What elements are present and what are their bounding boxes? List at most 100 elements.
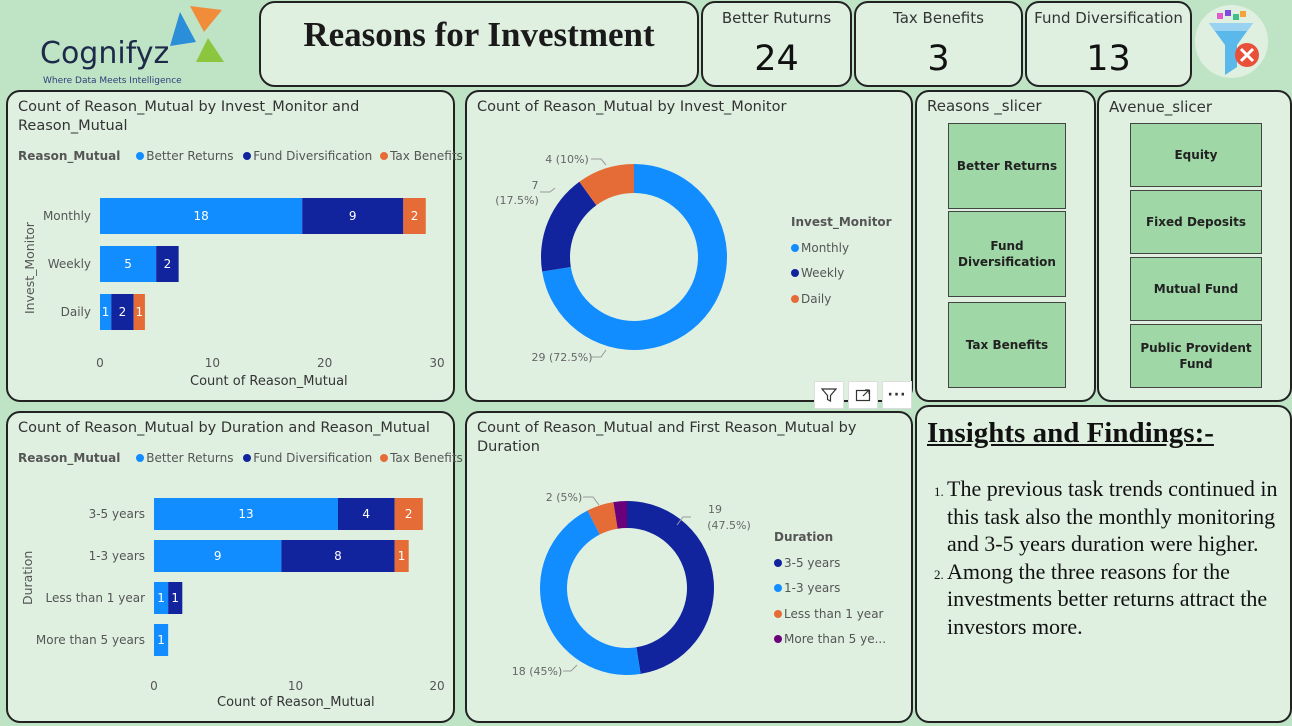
data-label: 7 bbox=[532, 179, 539, 192]
data-label: 19 bbox=[708, 503, 722, 516]
data-label: 1 bbox=[398, 549, 406, 563]
bar-segment bbox=[100, 198, 303, 234]
kpi-label: Fund Diversification bbox=[1034, 9, 1183, 27]
x-tick-label: 0 bbox=[150, 679, 158, 693]
legend-item-weekly[interactable]: Weekly bbox=[791, 261, 892, 287]
leader-line bbox=[591, 349, 607, 358]
x-axis-label: Count of Reason_Mutual bbox=[217, 695, 375, 710]
data-label: 2 bbox=[164, 257, 172, 271]
data-label: 18 bbox=[193, 209, 208, 223]
data-label: 29 (72.5%) bbox=[531, 351, 592, 364]
legend-item-monthly[interactable]: Monthly bbox=[791, 236, 892, 262]
donut-slice bbox=[587, 502, 618, 535]
leader-line bbox=[676, 516, 691, 526]
insights-title: Insights and Findings:- bbox=[927, 417, 1214, 449]
donut-slice bbox=[579, 164, 634, 206]
logo: Cognifyz Where Data Meets Intelligence bbox=[8, 2, 253, 86]
clear-filters-button[interactable] bbox=[1195, 5, 1268, 78]
chart-title: Count of Reason_Mutual by Invest_Monitor bbox=[477, 99, 787, 115]
legend-item[interactable]: Tax Benefits bbox=[390, 149, 463, 163]
legend-dot bbox=[380, 152, 389, 160]
legend-title: Duration bbox=[774, 530, 834, 544]
bar-segment bbox=[133, 294, 145, 330]
bar-segment bbox=[111, 294, 134, 330]
slicer-item-public-provident-fund[interactable]: Public Provident Fund bbox=[1130, 324, 1262, 388]
legend-item-more-than-5-years[interactable]: More than 5 ye... bbox=[774, 627, 886, 653]
insights-card: Insights and Findings:- The previous tas… bbox=[915, 405, 1292, 723]
slicer-item-equity[interactable]: Equity bbox=[1130, 123, 1262, 187]
donut-slice bbox=[539, 510, 641, 675]
x-tick-label: 20 bbox=[429, 679, 444, 693]
chart-title: Count of Reason_Mutual and First Reason_… bbox=[477, 420, 857, 455]
legend-item[interactable]: Better Returns bbox=[146, 149, 234, 163]
data-label: 9 bbox=[349, 209, 357, 223]
legend-item-label: Monthly bbox=[801, 240, 850, 255]
donut-legend: Duration 3-5 years 1-3 years Less than 1… bbox=[774, 525, 886, 653]
legend-dot bbox=[380, 454, 389, 462]
slicer-item-tax-benefits[interactable]: Tax Benefits bbox=[948, 302, 1066, 388]
slicer-item-fixed-deposits[interactable]: Fixed Deposits bbox=[1130, 190, 1262, 254]
leader-line bbox=[591, 158, 607, 166]
slicer-item-fund-diversification[interactable]: Fund Diversification bbox=[948, 211, 1066, 297]
legend-item[interactable]: Better Returns bbox=[146, 451, 234, 465]
legend-title: Reason_Mutual bbox=[18, 149, 121, 163]
legend-dot bbox=[243, 152, 252, 160]
data-label: (17.5%) bbox=[495, 194, 539, 207]
x-tick-label: 20 bbox=[317, 356, 332, 370]
filter-button[interactable] bbox=[814, 381, 844, 409]
bar-segment bbox=[154, 540, 282, 572]
slicer-item-mutual-fund[interactable]: Mutual Fund bbox=[1130, 257, 1262, 321]
data-label: 1 bbox=[102, 305, 110, 319]
bar-segment bbox=[154, 582, 169, 614]
y-tick-label: More than 5 years bbox=[36, 633, 145, 647]
brand-name: Cognifyz bbox=[40, 36, 170, 71]
donut-slice bbox=[627, 501, 715, 674]
duration-donut-chart-card[interactable]: Count of Reason_Mutual and First Reason_… bbox=[465, 411, 913, 723]
x-tick-label: 10 bbox=[205, 356, 220, 370]
data-label: 2 bbox=[119, 305, 127, 319]
monitor-donut-chart-card[interactable]: Count of Reason_Mutual by Invest_Monitor… bbox=[465, 90, 913, 402]
slicer-item-better-returns[interactable]: Better Returns bbox=[948, 123, 1066, 209]
legend-dot bbox=[136, 454, 145, 462]
kpi-value: 3 bbox=[927, 39, 950, 79]
kpi-label: Better Ruturns bbox=[721, 9, 832, 27]
legend-item-daily[interactable]: Daily bbox=[791, 287, 892, 313]
kpi-card-tax-benefits: Tax Benefits 3 bbox=[854, 1, 1023, 87]
legend-item[interactable]: Fund Diversification bbox=[253, 451, 373, 465]
slicer-title: Avenue_slicer bbox=[1109, 98, 1213, 116]
legend-item-1-3-years[interactable]: 1-3 years bbox=[774, 576, 886, 602]
data-label: 2 bbox=[405, 507, 413, 521]
insight-item: The previous task trends continued in th… bbox=[947, 475, 1280, 558]
data-label: 2 (5%) bbox=[546, 491, 583, 504]
legend-item[interactable]: Fund Diversification bbox=[253, 149, 373, 163]
data-label: 18 (45%) bbox=[512, 665, 563, 678]
bar-segment bbox=[394, 498, 423, 530]
data-label: 1 bbox=[171, 591, 179, 605]
legend-dot bbox=[136, 152, 145, 160]
data-label: 4 (10%) bbox=[545, 153, 589, 166]
insight-item: Among the three reasons for the investme… bbox=[947, 558, 1280, 641]
duration-donut-chart: 19 (47.5%) 18 (45%) 2 (5%) bbox=[512, 491, 751, 678]
kpi-value: 24 bbox=[754, 39, 799, 79]
leader-line bbox=[563, 664, 578, 672]
chart-legend: Reason_Mutual Better Returns Fund Divers… bbox=[18, 149, 463, 163]
legend-item-less-than-1-year[interactable]: Less than 1 year bbox=[774, 602, 886, 628]
title-card: Reasons for Investment bbox=[259, 1, 699, 87]
duration-bar-chart: 0 10 20 3-5 years 13 4 2 1-3 years 9 8 1 Less than … bbox=[36, 498, 445, 693]
focus-mode-button[interactable] bbox=[848, 381, 878, 409]
bar-segment bbox=[281, 540, 395, 572]
legend-item-3-5-years[interactable]: 3-5 years bbox=[774, 551, 886, 577]
donut-slice bbox=[613, 501, 627, 529]
y-tick-label: Weekly bbox=[48, 257, 91, 271]
bar-segment bbox=[156, 246, 179, 282]
duration-bar-chart-card[interactable]: Count of Reason_Mutual by Duration and R… bbox=[6, 411, 463, 723]
more-options-button[interactable]: ··· bbox=[882, 381, 912, 409]
legend-item[interactable]: Tax Benefits bbox=[390, 451, 463, 465]
data-label: (47.5%) bbox=[707, 519, 751, 532]
chart-title: Count of Reason_Mutual by Invest_Monitor… bbox=[18, 99, 360, 134]
data-label: 1 bbox=[157, 633, 165, 647]
filter-icon bbox=[821, 388, 837, 402]
monitor-bar-chart-card[interactable]: Count of Reason_Mutual by Invest_Monitor… bbox=[6, 90, 463, 402]
legend-title: Invest_Monitor bbox=[791, 215, 892, 229]
